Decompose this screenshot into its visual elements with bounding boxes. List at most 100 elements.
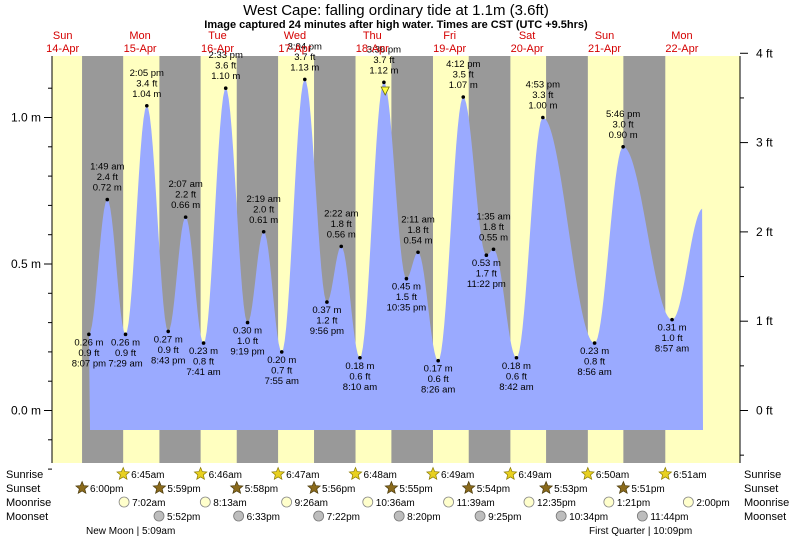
sunrise-time: 6:46am [209, 470, 242, 481]
moonset-moon-icon [313, 510, 325, 522]
moonset-time: 8:20pm [407, 512, 440, 523]
sunset-time: 5:58pm [245, 484, 278, 495]
tide-point [325, 300, 329, 304]
chart-header: West Cape: falling ordinary tide at 1.1m… [204, 2, 588, 31]
day-name-label: Sat [519, 30, 536, 42]
tide-label: 3.3 ft [532, 90, 553, 101]
sunrise-time: 6:50am [596, 470, 629, 481]
tide-label: 0.9 ft [158, 345, 179, 356]
tide-label: 0.31 m [658, 323, 687, 334]
tide-label: 9:19 pm [230, 347, 264, 358]
date-label: 20-Apr [511, 43, 544, 55]
moonrise-moon-icon [603, 496, 615, 508]
tide-label: 1.5 ft [396, 292, 417, 303]
moonrise-time: 7:02am [132, 498, 165, 509]
tide-point [592, 341, 597, 345]
tide-point [145, 103, 149, 108]
tide-label: 2.2 ft [175, 190, 196, 201]
moonset-moon-icon [153, 510, 165, 522]
moonrise-time: 11:39am [457, 498, 495, 509]
tide-label: 1.0 ft [237, 336, 258, 347]
day-name-label: Sun [595, 30, 615, 42]
moonset-moon-icon [636, 510, 648, 522]
sunrise-time: 6:48am [364, 470, 397, 481]
moonset-moon-icon [555, 510, 567, 522]
tide-label: 2:19 am [247, 194, 281, 205]
tide-label: 0.8 ft [193, 357, 214, 368]
tide-label: 0.30 m [233, 326, 262, 337]
date-label: 21-Apr [588, 43, 621, 55]
tide-label: 1:35 am [476, 211, 510, 222]
tide-label: 0.9 ft [115, 348, 136, 359]
moonrise-moon-icon [443, 496, 454, 508]
tide-point [201, 341, 206, 345]
moonset-time: 6:33pm [247, 512, 280, 523]
sunset-star-icon [152, 480, 167, 495]
tide-area [88, 79, 703, 431]
tide-label: 1.07 m [449, 80, 478, 91]
tide-point [245, 320, 250, 325]
tide-label: 3.7 ft [373, 55, 394, 66]
sunrise-star-icon [658, 466, 673, 481]
date-label: 19-Apr [433, 43, 466, 55]
day-name-label: Mon [129, 30, 150, 42]
moonset-moon-icon [393, 510, 405, 522]
moonrise-time: 2:00pm [696, 498, 729, 509]
row-label-sunrise-right: Sunrise [744, 469, 781, 481]
sunrise-star-icon [425, 466, 441, 481]
tide-point [358, 355, 362, 360]
moonset-time: 7:22pm [327, 512, 360, 523]
tide-label: 0.6 ft [506, 371, 527, 382]
sunrise-star-icon [580, 466, 595, 481]
tide-label: 3.5 ft [453, 69, 474, 80]
tide-label: 1.00 m [528, 101, 557, 112]
tide-label: 1.12 m [369, 65, 398, 76]
moonrise-moon-icon [523, 496, 535, 508]
y-right-tick-label: 3 ft [756, 136, 773, 150]
moon-phase-new: New Moon | 5:09am [86, 526, 175, 537]
tide-label: 3.4 ft [136, 78, 157, 89]
sunset-star-icon [307, 480, 322, 495]
sunrise-time: 6:51am [673, 470, 706, 481]
tide-label: 2:22 am [324, 208, 358, 219]
day-name-label: Tue [208, 30, 227, 42]
astro-rows: Sunrise Sunset Moonrise Moonset Sunrise … [6, 469, 789, 537]
chart-subtitle: Image captured 24 minutes after high wat… [204, 19, 588, 31]
tide-label: 0.23 m [189, 346, 218, 357]
tide-label: 0.55 m [479, 232, 508, 243]
sunset-star-icon [539, 480, 554, 495]
tide-label: 1.0 ft [662, 333, 683, 344]
tide-point [123, 332, 128, 337]
tide-label: 0.72 m [93, 183, 122, 194]
moonrise-moon-icon [281, 496, 293, 508]
tide-label: 0.8 ft [584, 357, 605, 368]
tide-label: 3:04 pm [288, 41, 322, 52]
sunrise-star-icon [116, 466, 131, 481]
tide-label: 3.0 ft [613, 119, 634, 130]
y-right-tick-label: 0 ft [756, 404, 773, 418]
moonrise-time: 1:21pm [617, 498, 650, 509]
moon-phase-first-quarter: First Quarter | 10:09pm [589, 526, 692, 537]
tide-label: 0.18 m [502, 361, 531, 372]
moonrise-time: 9:26am [295, 498, 328, 509]
tide-label: 3.7 ft [294, 52, 315, 63]
tide-point [461, 95, 466, 99]
tide-label: 0.45 m [392, 282, 421, 293]
moonrise-time: 10:36am [376, 498, 415, 509]
sunrise-time: 6:47am [286, 470, 319, 481]
tide-label: 3.6 ft [215, 61, 236, 72]
tide-label: 5:46 pm [606, 109, 640, 120]
date-label: 17-Apr [278, 43, 311, 55]
moonrise-time: 12:35pm [537, 498, 576, 509]
sunset-time: 5:55pm [399, 484, 432, 495]
date-label: 22-Apr [665, 43, 698, 55]
day-name-label: Sun [53, 30, 73, 42]
axes: 0.0 m 0.5 m 1.0 m 0 ft 1 ft 2 ft 3 ft 4 ft [11, 46, 773, 470]
tide-label: 0.26 m [74, 337, 103, 348]
sunrise-star-icon [503, 466, 518, 481]
sunset-time: 5:53pm [554, 484, 587, 495]
sunset-star-icon [75, 480, 90, 495]
tide-point [621, 145, 625, 149]
tide-label: 1.8 ft [483, 222, 504, 233]
